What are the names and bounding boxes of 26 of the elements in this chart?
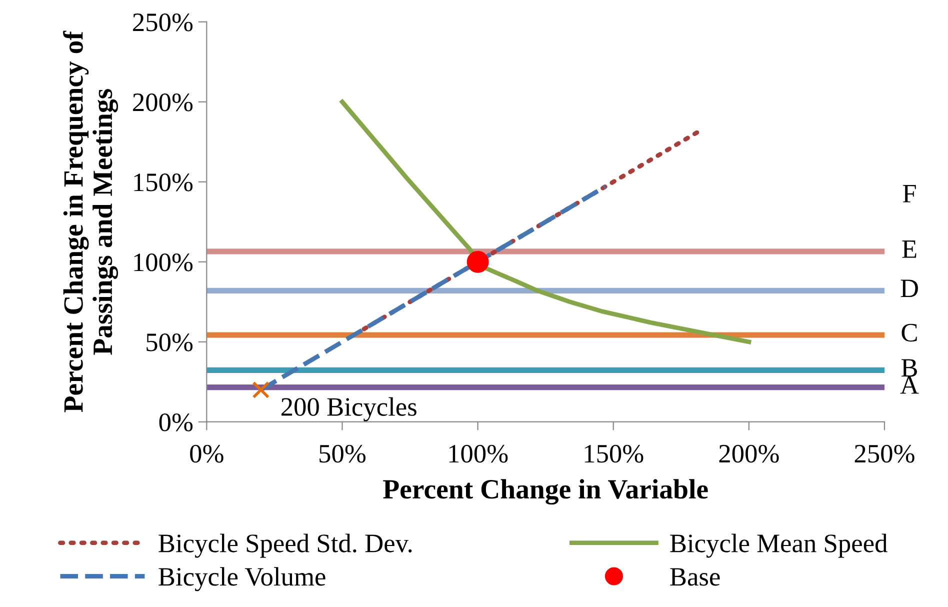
ref-line-label: B — [901, 359, 917, 377]
y-tick-label: 150% — [134, 173, 193, 192]
x-tick-label: 250% — [854, 444, 914, 463]
x-tick-label: 50% — [320, 444, 366, 463]
x-tick-label: 100% — [449, 444, 508, 463]
y-tick-label: 0% — [159, 413, 193, 432]
y-tick-label: 50% — [146, 333, 193, 352]
legend-label: Base — [670, 568, 720, 586]
ref-line-label: E — [902, 240, 916, 258]
legend-label: Bicycle Speed Std. Dev. — [158, 534, 412, 558]
legend-label: Bicycle Volume — [158, 567, 326, 592]
y-axis-title: Percent Change in Frequency of Passings and Meetings — [63, 30, 118, 412]
ref-line-label: C — [902, 324, 917, 342]
x-tick-label: 150% — [584, 444, 644, 463]
x-tick-label: 200% — [719, 444, 779, 463]
line-series — [340, 100, 752, 344]
y-tick-label: 200% — [133, 93, 193, 112]
annotation: 200 Bicycles — [281, 397, 416, 422]
ref-line-label: A — [900, 376, 919, 394]
x-axis-title: Percent Change in Variable — [383, 479, 708, 505]
text: F — [902, 184, 916, 202]
y-tick-label: 250% — [133, 13, 193, 32]
legend-label: Bicycle Mean Speed — [670, 534, 888, 558]
y-tick-label: 100% — [134, 253, 193, 272]
x-tick-label: 0% — [190, 444, 224, 463]
ref-line-label: D — [900, 280, 918, 298]
